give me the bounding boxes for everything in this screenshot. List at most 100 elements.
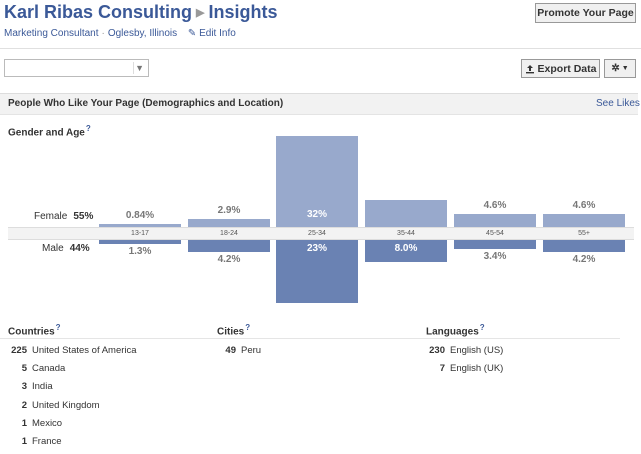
cities-title: Cities — [217, 326, 245, 338]
female-percent: 55% — [73, 211, 94, 222]
gender-age-title: Gender and Age — [8, 127, 85, 139]
age-label: 13-17 — [131, 230, 149, 237]
languages-title: Languages — [426, 326, 479, 338]
male-value-label: 23% — [306, 243, 327, 254]
female-value-label: 9.7% — [394, 273, 418, 284]
item-count: 3 — [21, 381, 27, 393]
upload-icon — [525, 64, 534, 73]
female-bar-35-44 — [365, 200, 447, 227]
countries-list-item: 1 France — [5, 436, 62, 447]
page-name-link[interactable]: Karl Ribas Consulting — [4, 2, 193, 22]
female-value-label: 32% — [306, 209, 327, 220]
male-bar-25-34 — [276, 240, 358, 303]
item-count: 1 — [21, 436, 27, 447]
male-value-label: 8.0% — [394, 243, 418, 254]
male-bar-35-44 — [365, 240, 447, 262]
female-bar-13-17 — [99, 224, 181, 227]
age-label: 18-24 — [220, 230, 238, 237]
settings-menu-button[interactable]: ✲ ▼ — [604, 59, 636, 78]
female-text: Female — [34, 211, 68, 222]
item-count: 5 — [21, 363, 27, 375]
female-value-label: 2.9% — [217, 205, 241, 216]
promote-page-button[interactable]: Promote Your Page — [535, 3, 636, 23]
item-count: 2 — [21, 399, 27, 411]
header-divider — [0, 48, 641, 49]
female-value-label: 4.6% — [483, 200, 507, 211]
item-count: 225 — [11, 345, 27, 356]
countries-list-item: 225 United States of America — [5, 345, 137, 356]
age-label: 35-44 — [397, 230, 415, 237]
breadcrumb-arrow-icon: ▶ — [196, 7, 205, 19]
countries-list-item: 3 India — [5, 381, 53, 392]
countries-heading: Countries? — [8, 323, 61, 337]
male-value-label: 1.3% — [128, 246, 152, 257]
gear-icon: ✲ — [611, 63, 620, 74]
age-label: 55+ — [578, 230, 590, 237]
export-label: Export Data — [537, 62, 597, 75]
male-value-label: 4.2% — [572, 254, 596, 265]
countries-list-item: 5 Canada — [5, 363, 66, 375]
female-value-label: 0.84% — [125, 210, 155, 221]
age-label: 25-34 — [308, 230, 326, 237]
section-name: Insights — [208, 2, 278, 22]
edit-info-link[interactable]: ✎ Edit Info — [188, 28, 236, 39]
location-divider — [0, 338, 620, 339]
category-link[interactable]: Marketing Consultant — [4, 28, 99, 39]
female-bar-45-54 — [454, 214, 536, 227]
male-label: Male 44% — [42, 243, 90, 254]
select-divider — [133, 62, 134, 74]
help-icon[interactable]: ? — [479, 323, 485, 332]
age-axis-band — [8, 227, 634, 240]
section-title: People Who Like Your Page (Demographics … — [8, 98, 284, 109]
male-text: Male — [42, 243, 64, 254]
see-likes-link[interactable]: See Likes — [596, 98, 640, 109]
page-select-dropdown[interactable]: ▼ — [4, 59, 149, 77]
item-name: Canada — [32, 363, 66, 375]
gender-age-heading: Gender and Age? — [8, 124, 91, 138]
item-count: 1 — [21, 417, 27, 429]
female-label: Female 55% — [34, 211, 93, 222]
item-name: English (UK) — [450, 363, 504, 375]
cities-heading: Cities? — [217, 323, 250, 337]
female-bar-25-34 — [276, 136, 358, 227]
countries-title: Countries — [8, 326, 55, 338]
pencil-icon: ✎ — [187, 28, 197, 39]
export-data-button[interactable]: Export Data — [521, 59, 600, 78]
item-count: 7 — [439, 363, 445, 375]
help-icon[interactable]: ? — [245, 323, 251, 332]
item-name: Peru — [241, 345, 262, 356]
separator-dot: · — [101, 28, 105, 39]
languages-list-item: 7 English (UK) — [423, 363, 504, 375]
male-bar-45-54 — [454, 240, 536, 249]
item-name: English (US) — [450, 345, 504, 356]
countries-list-item: 1 Mexico — [5, 418, 62, 429]
male-bar-13-17 — [99, 240, 181, 244]
male-value-label: 3.4% — [483, 251, 507, 262]
countries-list-item: 2 United Kingdom — [5, 400, 100, 411]
item-name: United States of America — [32, 345, 137, 356]
page-title: Karl Ribas Consulting ▶ Insights — [4, 2, 278, 23]
female-bar-18-24 — [188, 219, 270, 227]
chevron-down-icon: ▼ — [621, 65, 629, 72]
male-bar-55+ — [543, 240, 625, 252]
male-percent: 44% — [69, 243, 90, 254]
item-name: Mexico — [32, 417, 63, 429]
help-icon[interactable]: ? — [85, 124, 91, 133]
languages-heading: Languages? — [426, 323, 485, 337]
item-name: France — [32, 436, 62, 447]
help-icon[interactable]: ? — [55, 323, 61, 332]
female-bar-55+ — [543, 214, 625, 227]
languages-list-item: 230 English (US) — [423, 345, 503, 356]
age-label: 45-54 — [486, 230, 504, 237]
chevron-down-icon: ▼ — [135, 63, 144, 73]
item-count: 230 — [429, 345, 445, 356]
female-value-label: 4.6% — [572, 200, 596, 211]
item-count: 49 — [225, 345, 236, 356]
demographics-section-header — [0, 93, 638, 115]
male-value-label: 4.2% — [217, 254, 241, 265]
cities-list-item: 49 Peru — [214, 345, 261, 356]
edit-info-label: Edit Info — [199, 28, 236, 39]
item-name: United Kingdom — [32, 399, 100, 411]
page-subtitle: Marketing Consultant · Oglesby, Illinois ✎… — [4, 28, 236, 39]
location-link[interactable]: Oglesby, Illinois — [107, 28, 178, 39]
